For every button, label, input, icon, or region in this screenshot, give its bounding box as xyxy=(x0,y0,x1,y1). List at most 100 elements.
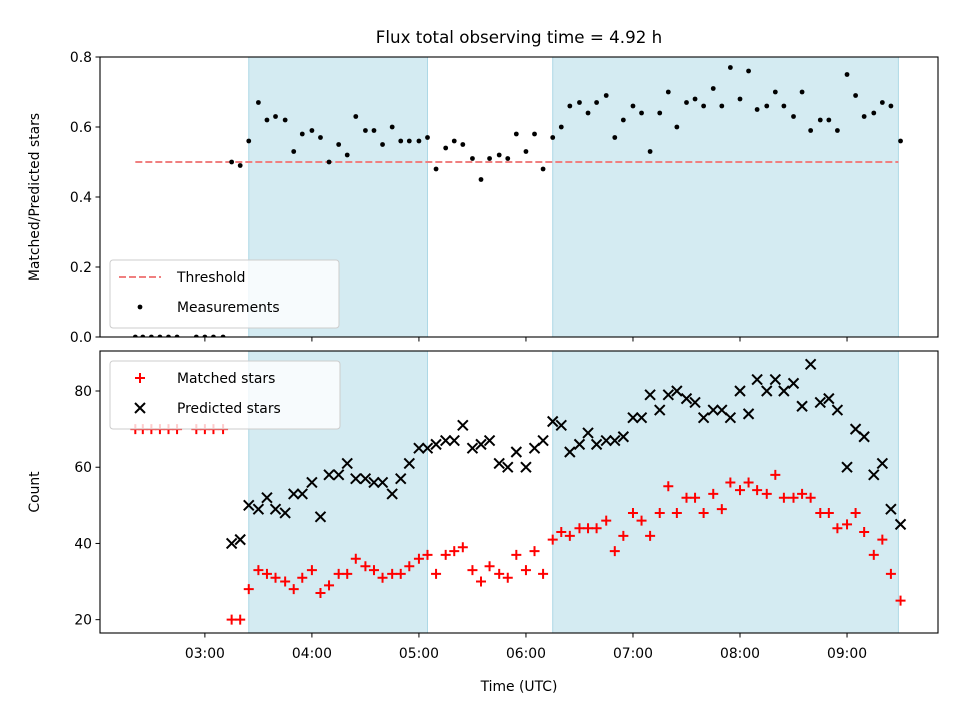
data-point xyxy=(547,415,559,428)
data-point xyxy=(787,377,800,390)
data-point xyxy=(532,131,537,137)
data-point xyxy=(280,576,291,587)
x-tick-label: 04:00 xyxy=(292,646,332,662)
data-point xyxy=(430,438,442,451)
y-axis-label: Count xyxy=(27,471,43,513)
data-point xyxy=(639,110,644,116)
data-point xyxy=(808,128,814,133)
data-point xyxy=(332,469,345,481)
data-point xyxy=(140,334,146,337)
data-point xyxy=(211,334,216,337)
data-point xyxy=(609,546,620,557)
data-point xyxy=(746,68,751,74)
legend-label: Matched stars xyxy=(177,371,275,387)
data-point xyxy=(618,530,629,541)
data-point xyxy=(416,138,422,144)
data-point xyxy=(665,89,671,95)
data-point xyxy=(475,438,487,451)
data-point xyxy=(306,565,317,576)
data-point xyxy=(359,472,372,485)
data-point xyxy=(742,408,755,420)
data-point xyxy=(483,434,496,447)
data-point xyxy=(692,96,698,102)
data-point xyxy=(309,128,315,133)
data-point xyxy=(826,117,832,123)
data-point xyxy=(336,142,342,147)
data-point xyxy=(288,488,300,500)
data-point xyxy=(387,568,398,579)
data-point xyxy=(323,469,335,481)
data-point xyxy=(380,142,385,147)
y-tick-label: 60 xyxy=(74,460,92,476)
data-point xyxy=(193,334,199,337)
data-point xyxy=(467,565,478,576)
data-point xyxy=(831,404,844,416)
data-point xyxy=(879,100,885,105)
data-point xyxy=(234,533,246,546)
data-point xyxy=(299,131,305,137)
data-point xyxy=(630,103,636,109)
data-point xyxy=(296,488,308,500)
data-point xyxy=(371,128,377,133)
panel-counts: 20 40 60 80 03:00 04:00 05:00 06:00 07:00 08:00 09… xyxy=(27,350,939,662)
data-point xyxy=(684,100,689,105)
data-point xyxy=(716,504,727,515)
data-point xyxy=(781,103,787,109)
y-tick-label: 80 xyxy=(74,384,92,400)
data-point xyxy=(431,568,442,579)
data-point xyxy=(273,114,278,119)
data-point xyxy=(582,427,594,439)
data-point xyxy=(282,117,288,123)
legend-bottom: Matched stars Predicted stars xyxy=(109,360,341,430)
data-point xyxy=(707,404,719,416)
data-point xyxy=(564,530,575,541)
legend-swatch xyxy=(135,373,145,383)
data-point xyxy=(612,135,618,140)
data-point xyxy=(505,156,511,161)
data-point xyxy=(885,568,896,579)
data-point xyxy=(635,411,648,424)
data-point xyxy=(735,485,746,496)
data-point xyxy=(421,442,434,454)
data-point xyxy=(842,519,853,530)
data-point xyxy=(764,103,770,109)
data-point xyxy=(342,568,353,579)
data-point xyxy=(448,434,460,447)
data-point xyxy=(264,117,270,123)
data-point xyxy=(315,587,326,598)
data-point xyxy=(457,419,469,432)
data-point xyxy=(894,518,907,531)
data-point xyxy=(724,411,737,424)
series-measurements xyxy=(132,65,903,337)
data-point xyxy=(600,434,612,447)
data-point xyxy=(844,72,850,77)
data-point xyxy=(386,488,398,500)
data-point xyxy=(406,138,412,144)
data-point xyxy=(261,492,273,504)
data-point xyxy=(585,110,591,116)
data-point xyxy=(861,114,867,119)
data-point xyxy=(868,469,880,481)
data-point xyxy=(341,457,353,470)
data-point xyxy=(871,110,877,116)
data-point xyxy=(817,117,823,123)
series-predicted-stars xyxy=(225,358,907,550)
data-point xyxy=(513,131,519,137)
data-point xyxy=(520,461,532,473)
legend-box xyxy=(109,360,341,430)
data-point xyxy=(538,568,549,579)
y-tick-label: 0.4 xyxy=(70,190,92,206)
x-tick-label: 06:00 xyxy=(506,646,546,662)
data-point xyxy=(269,503,282,515)
data-point xyxy=(246,138,252,144)
data-point xyxy=(558,124,564,130)
y-tick-label: 0.6 xyxy=(70,120,92,136)
data-point xyxy=(859,527,870,538)
data-point xyxy=(834,128,840,133)
legend-swatch xyxy=(134,402,146,414)
plot-marks-top xyxy=(132,65,903,337)
data-point xyxy=(439,434,452,447)
data-point xyxy=(701,103,707,109)
data-point xyxy=(888,103,894,109)
data-point xyxy=(754,107,760,112)
